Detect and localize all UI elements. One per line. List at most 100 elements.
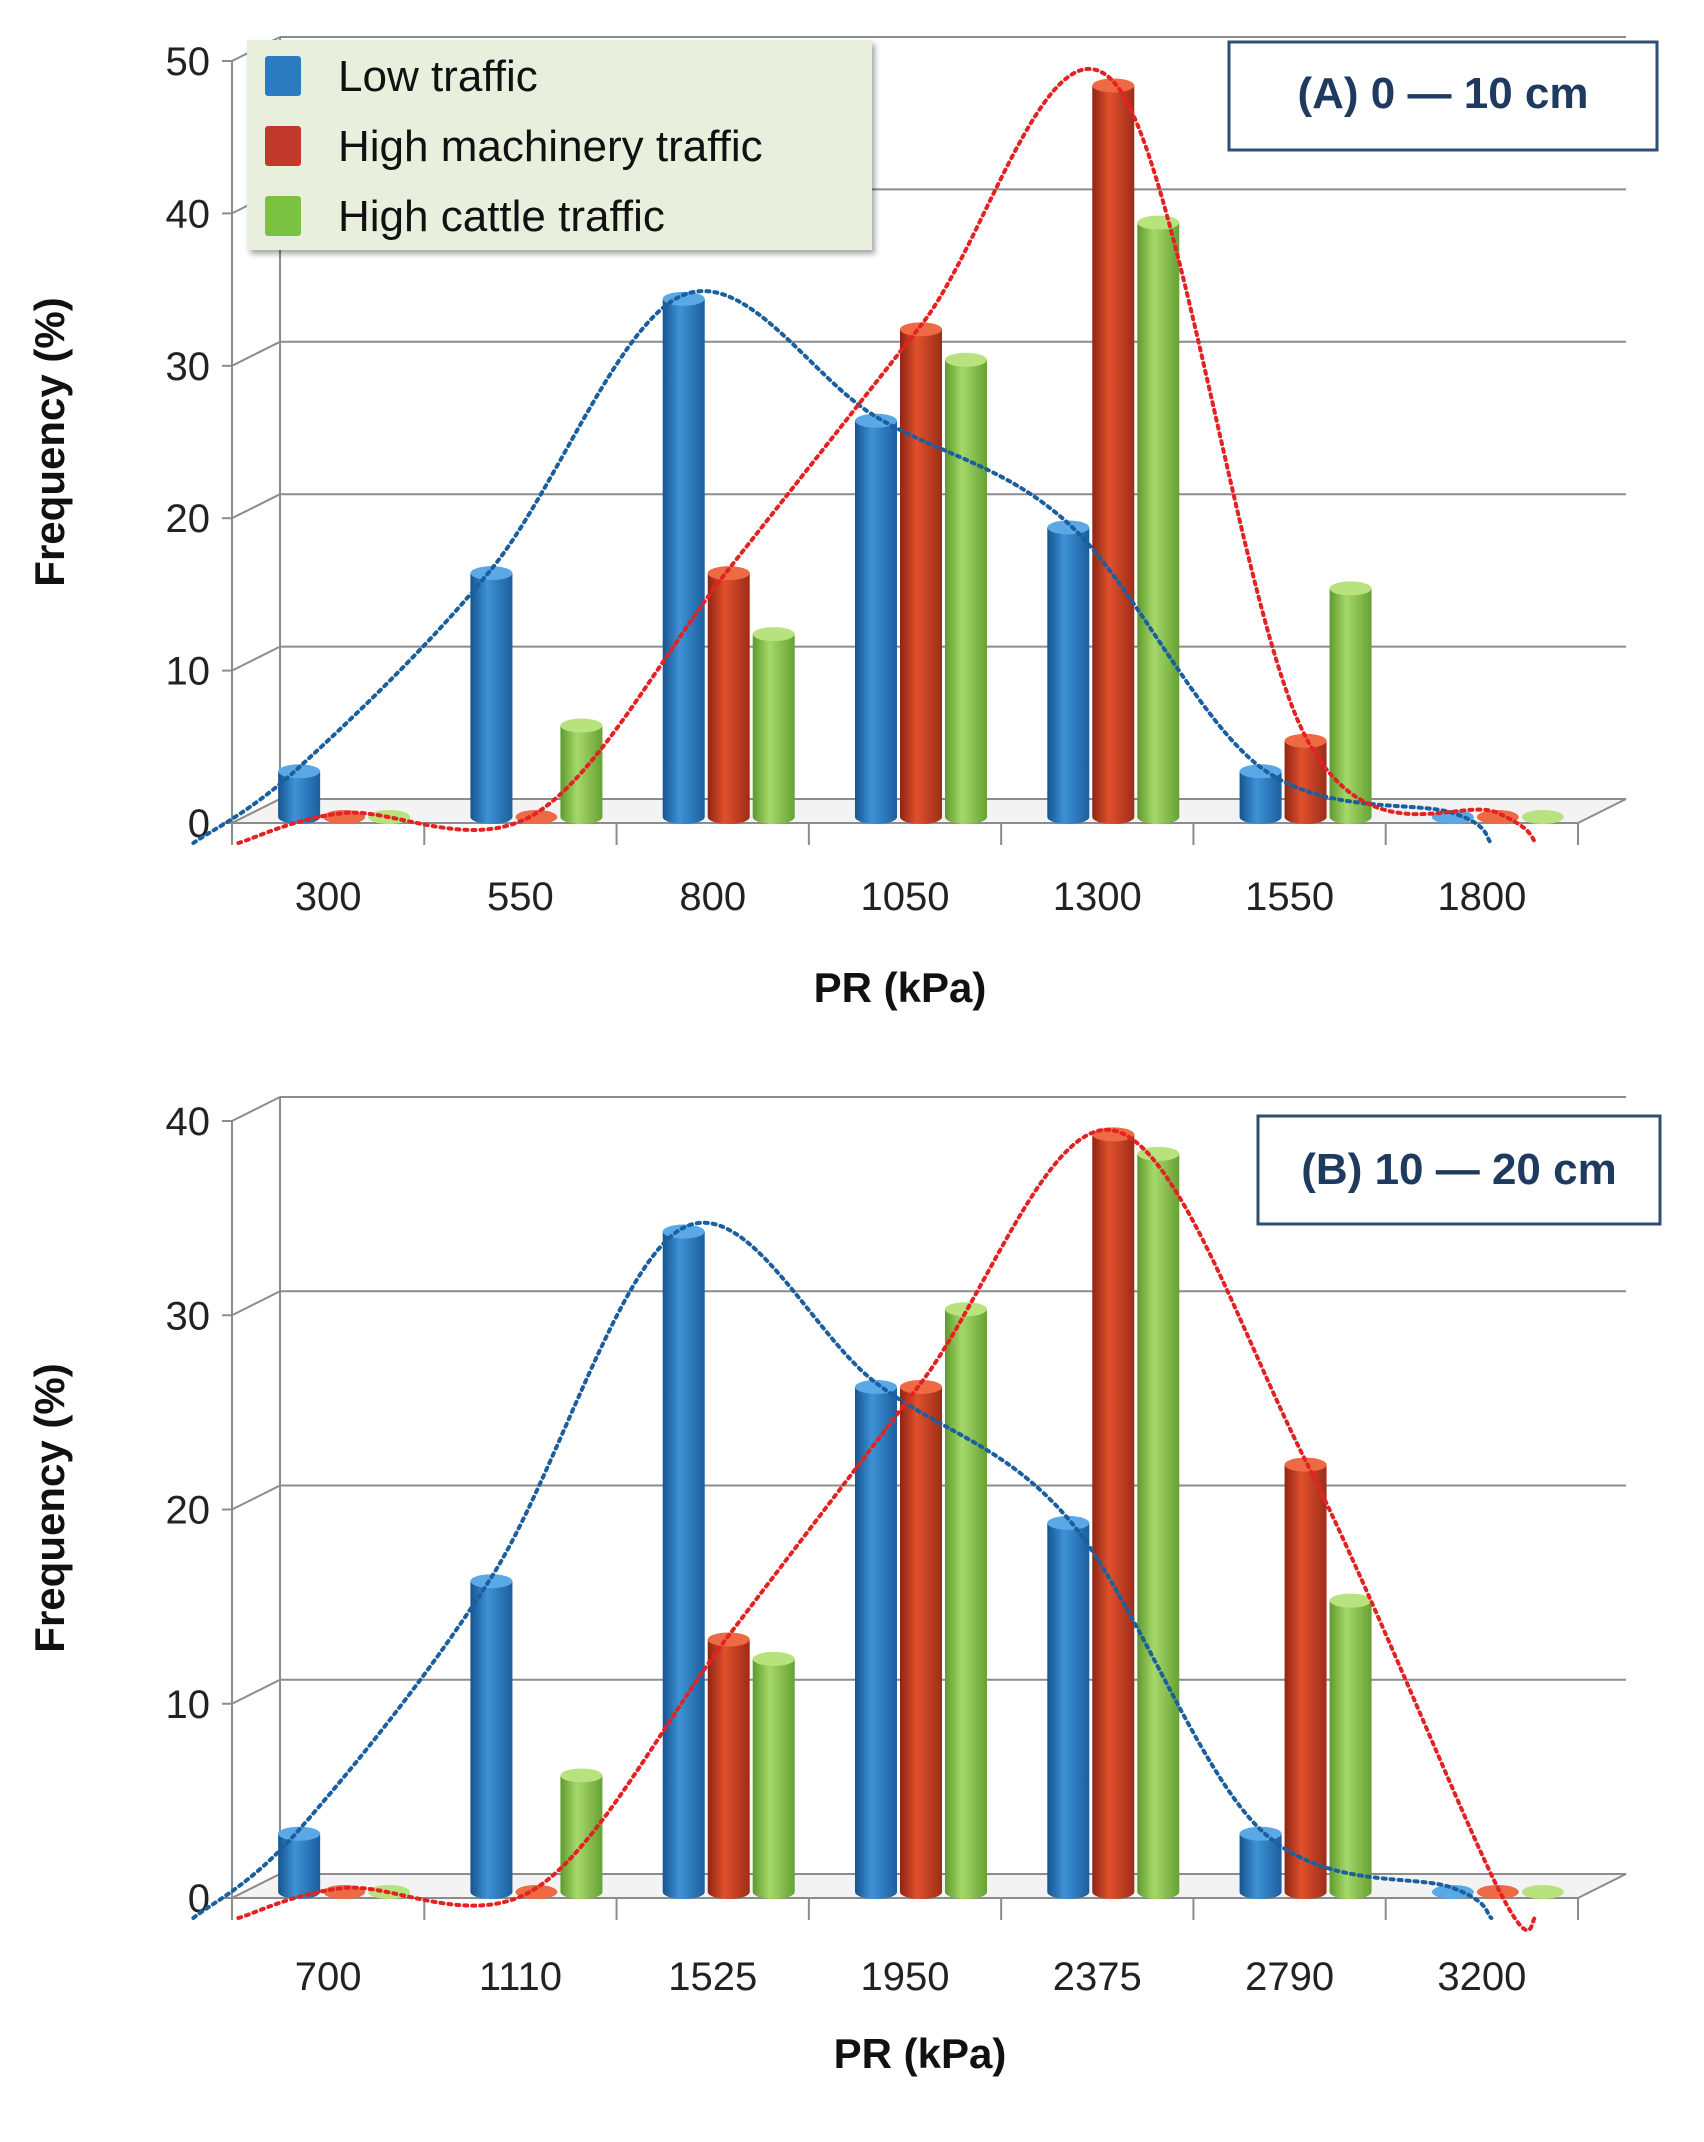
bar-top [945, 352, 987, 367]
bar-high-machinery-traffic-1525 [707, 1632, 750, 1900]
bar-body [1284, 1464, 1327, 1900]
x-axis-label: PR (kPa) [814, 964, 987, 1011]
chart-panel-b: 0 10 20 30 40 700 1110 1525 1950 2375 2790 3200 (B) … [26, 1096, 1662, 2077]
y-tick-label: 10 [166, 1683, 211, 1727]
legend-swatch [265, 126, 301, 166]
x-tick-label: 2790 [1245, 1955, 1334, 1999]
bar-body [752, 1658, 795, 1900]
bar-low-traffic-300 [278, 764, 321, 825]
y-tick-label: 20 [166, 497, 211, 541]
bar-body [900, 329, 942, 824]
bar-top [752, 627, 795, 642]
panel-title-box [1227, 40, 1659, 152]
bar-high-cattle-traffic-3200 [1521, 1885, 1564, 1899]
y-tick-label: 10 [166, 650, 211, 694]
bar-high-machinery-traffic-1300 [1092, 78, 1135, 825]
bar-top [1521, 810, 1564, 824]
gridline-side [231, 493, 281, 520]
gridline-side [231, 1678, 281, 1705]
bar-body [560, 1775, 603, 1900]
legend-label: High machinery traffic [338, 122, 763, 171]
gridline-side [231, 340, 281, 367]
x-tick-label: 550 [487, 875, 554, 919]
bar-body [707, 1639, 750, 1900]
bar-high-machinery-traffic-550 [515, 810, 558, 824]
bar-high-cattle-traffic-800 [752, 627, 795, 825]
x-tick-label: 1050 [861, 875, 950, 919]
legend-swatch [265, 196, 301, 236]
bar-body [1047, 527, 1090, 825]
bar-body [470, 1581, 513, 1899]
bar-top [560, 718, 603, 733]
panel-title: (B) 10 — 20 cm [1301, 1145, 1616, 1194]
legend-label: Low traffic [338, 52, 538, 101]
bar-low-traffic-2375 [1047, 1515, 1090, 1900]
bar-low-traffic-2790 [1239, 1826, 1282, 1900]
y-tick-label: 40 [166, 1100, 211, 1144]
y-tick-label: 30 [166, 1294, 211, 1338]
bar-top [560, 1768, 603, 1783]
bar-top [1476, 810, 1519, 824]
bar-low-traffic-1050 [855, 413, 897, 824]
bar-high-cattle-traffic-2375 [1137, 1146, 1180, 1900]
bar-body [1092, 1134, 1135, 1900]
legend-swatch [265, 56, 301, 96]
bar-top [278, 764, 321, 779]
bar-high-cattle-traffic-1800 [1521, 810, 1564, 824]
bar-body [707, 573, 750, 825]
bar-high-machinery-traffic-2375 [1092, 1127, 1135, 1900]
x-tick-label: 3200 [1437, 1955, 1526, 1999]
bar-high-cattle-traffic-1050 [945, 352, 987, 824]
x-tick-label: 300 [295, 875, 362, 919]
y-tick-label: 20 [166, 1489, 211, 1533]
bar-top [470, 1574, 513, 1589]
bar-body [945, 1309, 987, 1899]
panel-title-box [1256, 1114, 1662, 1226]
bar-low-traffic-1110 [470, 1574, 513, 1899]
gridline-side [231, 645, 281, 672]
y-axis-label: Frequency (%) [26, 1363, 73, 1652]
bar-top [1329, 1593, 1372, 1608]
bar-body [278, 1833, 321, 1900]
bar-body [662, 298, 705, 825]
bar-low-traffic-1950 [855, 1379, 897, 1899]
y-tick-label: 0 [188, 802, 210, 846]
bar-low-traffic-1300 [1047, 520, 1090, 825]
bar-body [1284, 740, 1327, 825]
bar-body [900, 1386, 942, 1899]
x-tick-label: 800 [679, 875, 746, 919]
bar-body [470, 573, 513, 824]
bar-top [945, 1302, 987, 1317]
bar-body [1047, 1522, 1090, 1900]
bar-top [707, 566, 750, 581]
bar-high-machinery-traffic-2790 [1284, 1457, 1327, 1900]
legend-box [247, 40, 872, 250]
bar-body [662, 1231, 705, 1900]
bar-low-traffic-550 [470, 566, 513, 824]
bar-top [1521, 1885, 1564, 1899]
bar-top [900, 1379, 942, 1394]
bar-top [278, 1826, 321, 1841]
legend-label: High cattle traffic [338, 192, 665, 241]
bar-top [662, 1224, 705, 1239]
y-tick-label: 40 [166, 192, 211, 236]
legend: Low traffic High machinery traffic High ca… [247, 40, 872, 250]
bar-body [1329, 1600, 1372, 1900]
bar-body [560, 725, 603, 825]
x-axis-label: PR (kPa) [834, 2030, 1007, 2077]
bar-top [1137, 215, 1180, 230]
x-tick-label: 1110 [479, 1955, 562, 1999]
bar-body [855, 420, 897, 824]
gridline-side [231, 1484, 281, 1511]
bar-high-cattle-traffic-1550 [1329, 581, 1372, 825]
bar-high-machinery-traffic-1050 [900, 322, 942, 824]
bar-body [945, 359, 987, 824]
x-tick-label: 1950 [861, 1955, 950, 1999]
bar-high-machinery-traffic-1950 [900, 1379, 942, 1899]
bar-high-machinery-traffic-800 [707, 566, 750, 825]
bar-top [752, 1651, 795, 1666]
gridline-side [231, 1290, 281, 1317]
trendline-low-traffic [191, 289, 1494, 845]
